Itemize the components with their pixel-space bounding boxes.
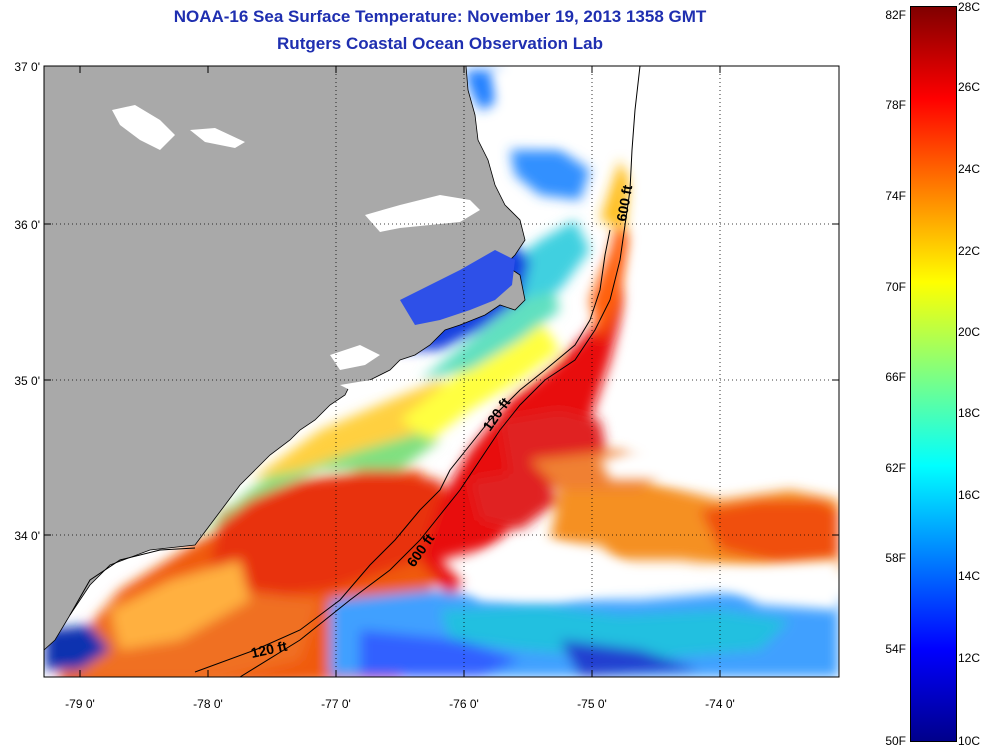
lon-label-75: -75 0' <box>577 697 607 711</box>
contour-label-120ft-south: 120 ft <box>249 638 288 661</box>
lon-label-79: -79 0' <box>65 697 95 711</box>
colorbar-c-label: 14C <box>958 569 981 583</box>
lat-label-36: 36 0' <box>14 218 40 232</box>
lon-label-77: -77 0' <box>321 697 351 711</box>
colorbar-f-label: 78F <box>885 98 906 112</box>
lon-label-74: -74 0' <box>705 697 735 711</box>
map-title: NOAA-16 Sea Surface Temperature: Novembe… <box>173 7 707 26</box>
cloud-mask <box>440 66 839 610</box>
colorbar-f-label: 62F <box>885 461 906 475</box>
sst-map: 600 ft 120 ft 600 ft 120 ft <box>43 65 840 678</box>
map-frame <box>43 65 840 678</box>
colorbar-c-label: 16C <box>958 488 981 502</box>
colorbar-f-label: 74F <box>885 189 906 203</box>
colorbar-f-label: 70F <box>885 280 906 294</box>
colorbar-f-label: 66F <box>885 370 906 384</box>
colorbar-c-label: 12C <box>958 651 981 665</box>
albemarle-sound <box>365 195 480 232</box>
colorbar-c-label: 10C <box>958 734 981 748</box>
colorbar-f-label: 82F <box>885 8 906 22</box>
pamlico-sound <box>400 250 515 325</box>
contour-label-600ft-north: 600 ft <box>613 183 635 222</box>
lon-label-78: -78 0' <box>193 697 223 711</box>
colorbar-c-label: 18C <box>958 406 981 420</box>
gridlines <box>44 66 839 677</box>
lakes <box>112 105 245 150</box>
colorbar-c-label: 22C <box>958 244 981 258</box>
rivers <box>330 345 385 395</box>
colorbar-c-label: 20C <box>958 325 981 339</box>
colorbar-c-label: 26C <box>958 80 981 94</box>
map-subtitle: Rutgers Coastal Ocean Observation Lab <box>277 34 603 53</box>
axis-ticks <box>44 66 839 677</box>
lat-label-35: 35 0' <box>14 374 40 388</box>
colorbar-f-label: 58F <box>885 551 906 565</box>
colorbar-c-label: 24C <box>958 162 981 176</box>
colorbar-f-label: 54F <box>885 642 906 656</box>
lat-label-37: 37 0' <box>14 60 40 74</box>
colorbar-f-label: 50F <box>885 734 906 748</box>
lat-label-34: 34 0' <box>14 529 40 543</box>
isobath-600ft <box>239 66 641 677</box>
colorbar <box>910 6 957 742</box>
colorbar-c-label: 28C <box>958 0 981 14</box>
lon-label-76: -76 0' <box>449 697 479 711</box>
